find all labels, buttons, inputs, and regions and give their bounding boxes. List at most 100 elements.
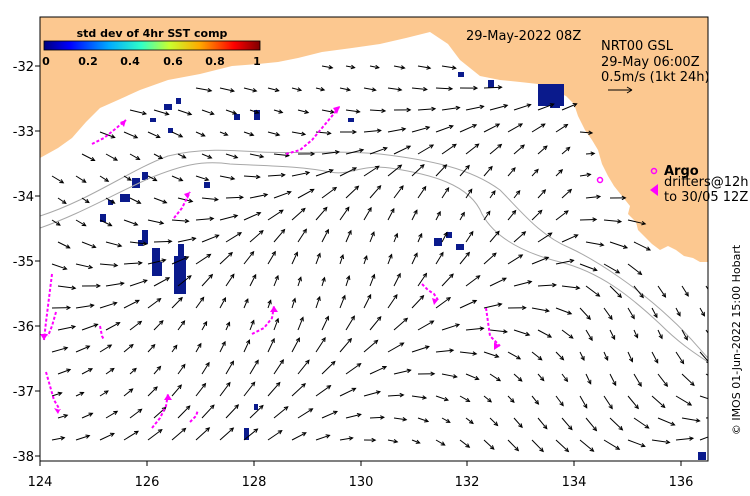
current-vector: [363, 255, 368, 265]
current-vector-head: [321, 276, 326, 282]
current-vector-head: [177, 384, 183, 390]
current-vector: [393, 233, 398, 243]
current-vector-head: [63, 413, 69, 419]
current-vector: [459, 252, 470, 265]
current-vector: [129, 109, 147, 115]
current-vector-head: [254, 359, 259, 365]
current-vector: [369, 231, 375, 243]
current-vector-head: [465, 443, 471, 448]
current-vector: [507, 439, 519, 451]
current-vector-head: [544, 256, 550, 261]
current-vector-head: [158, 320, 164, 325]
current-vector: [177, 275, 192, 287]
current-vector-head: [424, 345, 430, 350]
current-vector-head: [167, 239, 173, 244]
current-vector: [105, 322, 120, 331]
current-vector-head: [293, 251, 299, 257]
current-vector: [459, 351, 477, 355]
current-vector-head: [223, 131, 229, 136]
current-vector: [459, 165, 470, 177]
current-vector: [465, 327, 484, 331]
current-vector: [393, 318, 408, 331]
current-vector-head: [280, 172, 286, 178]
current-vector-head: [382, 146, 388, 152]
current-vector-head: [63, 346, 69, 351]
current-vector-head: [156, 297, 162, 303]
current-vector: [105, 282, 124, 287]
y-tick-label: -35: [13, 255, 34, 270]
current-vector-head: [592, 426, 598, 432]
current-vector-head: [332, 410, 338, 415]
vector-scale-label: 0.5m/s (1kt 24h): [601, 70, 710, 85]
current-vector-head: [413, 209, 418, 215]
current-vector-head: [486, 210, 491, 216]
current-vector: [513, 190, 521, 199]
current-vector-head: [178, 177, 184, 182]
current-vector-head: [615, 269, 621, 274]
current-vector-head: [587, 379, 592, 385]
current-vector: [633, 417, 649, 429]
current-vector: [459, 212, 465, 221]
current-vector: [243, 381, 256, 397]
current-vector: [57, 369, 71, 375]
current-vector-head: [324, 228, 329, 234]
current-vector-head: [399, 185, 404, 191]
current-vector-head: [274, 274, 279, 280]
current-vector-head: [563, 377, 569, 383]
current-vector-head: [96, 283, 101, 289]
current-vector-head: [518, 254, 524, 259]
current-vector: [579, 351, 585, 361]
current-vector-head: [134, 299, 140, 304]
current-vector-head: [442, 164, 448, 169]
current-vector-head: [397, 164, 403, 170]
current-vector: [561, 146, 571, 155]
current-vector-head: [497, 302, 503, 307]
current-vector: [465, 143, 479, 155]
current-vector-head: [628, 357, 634, 363]
current-vector: [273, 109, 283, 114]
current-vector-head: [367, 206, 372, 212]
current-vector-head: [159, 220, 165, 225]
current-vector-head: [134, 430, 139, 436]
current-vector: [555, 439, 569, 452]
current-vector-head: [164, 111, 170, 116]
drifter-legend-icon: [650, 184, 658, 196]
current-vector: [297, 317, 304, 331]
current-vector: [249, 194, 268, 199]
current-vector-head: [713, 399, 717, 402]
current-vector: [147, 131, 160, 138]
current-vector-head: [421, 185, 427, 191]
current-vector: [171, 345, 178, 353]
current-vector-head: [326, 385, 332, 390]
current-vector-head: [316, 252, 321, 258]
current-vector-head: [232, 110, 238, 115]
current-vector-head: [491, 190, 496, 196]
current-vector: [411, 346, 430, 353]
current-vector: [57, 285, 76, 289]
current-vector-head: [388, 253, 393, 259]
current-vector-head: [297, 276, 302, 282]
current-vector: [201, 234, 219, 243]
current-vector: [297, 359, 310, 375]
current-vector-head: [641, 220, 647, 226]
current-vector: [267, 382, 281, 397]
current-vector: [363, 129, 381, 133]
current-vector: [249, 109, 259, 114]
current-vector: [291, 337, 300, 353]
current-vector-head: [502, 329, 508, 334]
current-vector-head: [119, 281, 125, 286]
current-vector: [129, 279, 148, 287]
current-vector: [681, 417, 700, 422]
current-vector: [321, 361, 336, 375]
current-vector-head: [637, 382, 642, 388]
current-vector-head: [228, 251, 233, 257]
current-vector-head: [534, 168, 539, 174]
current-vector: [579, 439, 594, 452]
current-vector-head: [397, 87, 403, 92]
current-vector: [483, 439, 495, 450]
current-vector: [609, 241, 628, 249]
current-vector: [105, 410, 118, 419]
current-vector: [513, 231, 526, 243]
current-vector: [243, 212, 261, 221]
current-vector: [417, 186, 427, 199]
